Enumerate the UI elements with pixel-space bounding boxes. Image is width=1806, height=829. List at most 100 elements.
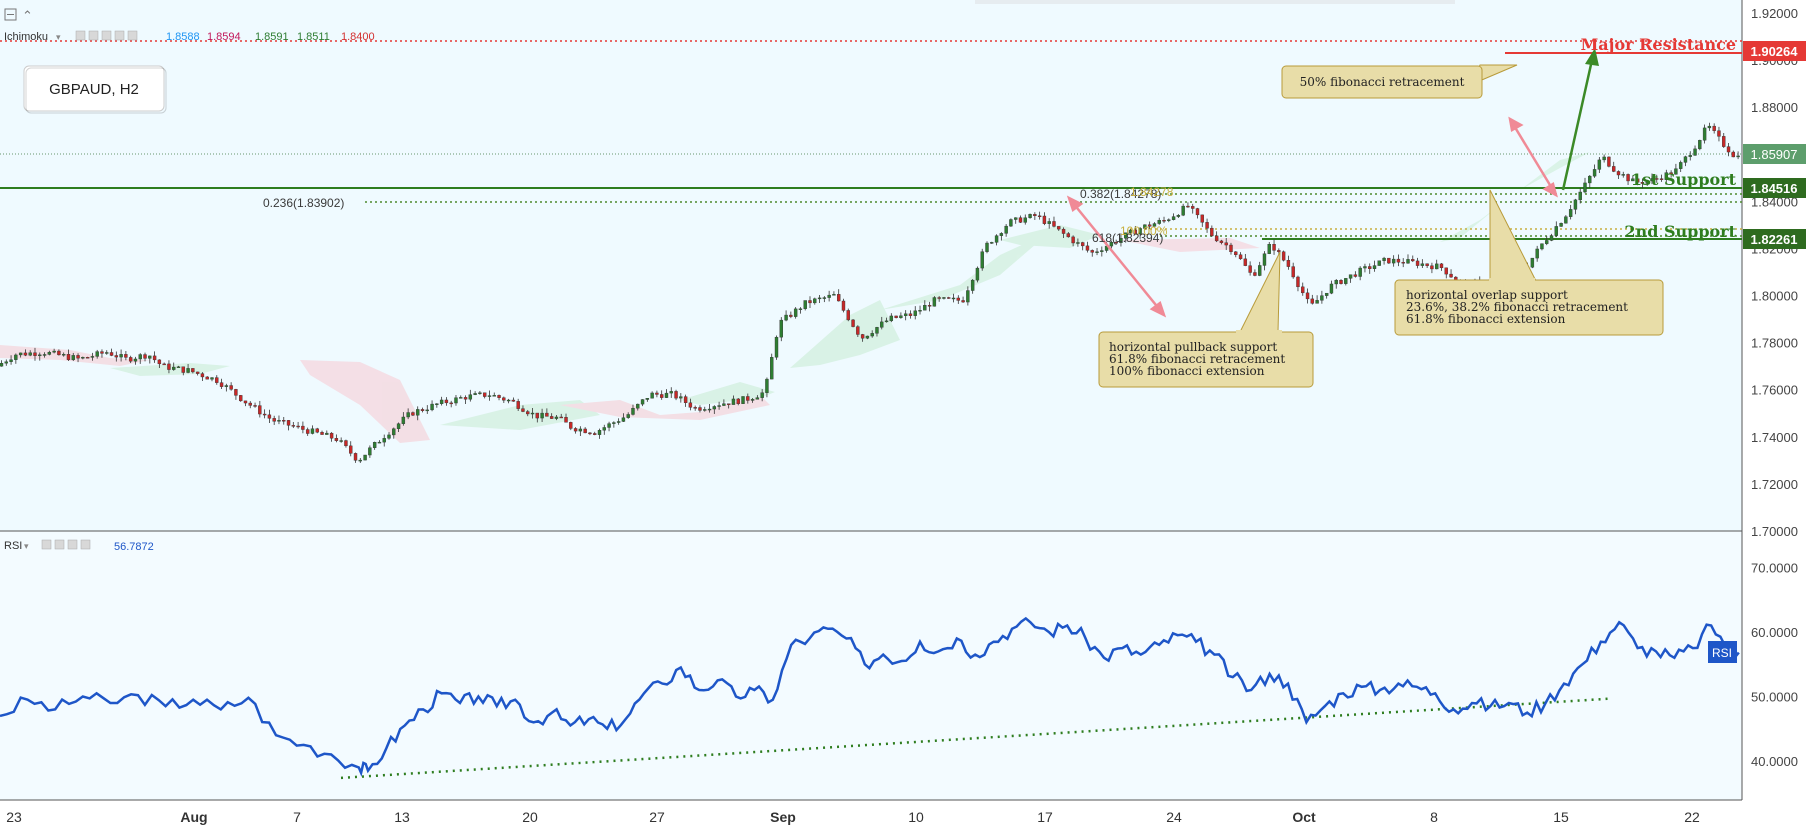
candle-body xyxy=(1449,273,1453,278)
candle-body xyxy=(392,428,396,436)
indicator-add-icon[interactable] xyxy=(114,30,125,41)
cloud-red-3 xyxy=(560,395,770,420)
candle-body xyxy=(1540,243,1544,250)
candle-body xyxy=(148,355,152,359)
rsi-visibility-icon[interactable] xyxy=(54,539,65,550)
candle-body xyxy=(1698,140,1702,150)
candle-body xyxy=(28,352,32,356)
candle-body xyxy=(1688,155,1692,157)
collapse-toggle[interactable] xyxy=(4,8,17,21)
candle-body xyxy=(526,411,530,415)
candle-body xyxy=(1377,260,1381,266)
candle-body xyxy=(1411,259,1415,262)
indicator-menu-icon[interactable]: ▾ xyxy=(56,32,61,42)
overlap-callout-line-3: 61.8% fibonacci extension xyxy=(1406,312,1566,326)
time-tick-label: 22 xyxy=(1684,809,1700,825)
candle-body xyxy=(1253,272,1257,276)
candle-body xyxy=(1415,260,1420,266)
candle-body xyxy=(573,428,578,432)
candle-body xyxy=(1033,214,1037,217)
candle-body xyxy=(1640,182,1645,184)
candle-body xyxy=(243,400,248,404)
candle-body xyxy=(497,395,501,398)
rsi-name[interactable]: RSI xyxy=(4,540,22,552)
candle-body xyxy=(784,314,788,321)
symbol-box[interactable]: GBPAUD, H2 xyxy=(23,65,167,114)
candle-body xyxy=(1674,168,1678,175)
collapse-arrow-icon[interactable]: ⌃ xyxy=(22,8,33,23)
rsi-remove-icon[interactable] xyxy=(80,539,91,550)
rsi-tick-label: 60.0000 xyxy=(1751,625,1798,640)
candle-body xyxy=(908,313,913,316)
candle-body xyxy=(1712,125,1716,131)
fib50-callout: 50% fibonacci retracement xyxy=(1281,64,1518,99)
candle-body xyxy=(339,440,343,442)
rsi-menu-icon[interactable]: ▾ xyxy=(24,541,29,551)
candle-body xyxy=(1358,267,1362,277)
candle-body xyxy=(1167,219,1171,221)
candle-body xyxy=(1722,136,1726,147)
candle-body xyxy=(578,428,583,432)
candle-body xyxy=(85,357,90,359)
candle-body xyxy=(583,428,587,434)
candle-body xyxy=(1286,260,1291,267)
candle-body xyxy=(502,397,506,401)
candle-body xyxy=(640,399,645,405)
candle-body xyxy=(325,432,329,435)
candle-body xyxy=(1635,178,1640,183)
candle-body xyxy=(396,423,401,429)
candle-body xyxy=(1650,178,1654,182)
projection-arrow xyxy=(1561,48,1599,191)
candle-body xyxy=(1363,266,1367,269)
candle-body xyxy=(382,438,386,443)
price-tick-label: 1.92000 xyxy=(1751,6,1798,21)
candle-body xyxy=(880,321,884,328)
candle-body xyxy=(444,399,449,404)
candle-body xyxy=(1535,248,1539,259)
time-axis[interactable]: 23 Aug 7 13 20 27 Sep 10 17 24 Oct 8 15 22 xyxy=(6,809,1700,825)
candle-body xyxy=(253,405,257,407)
candle-body xyxy=(1272,244,1276,251)
candle-body xyxy=(1621,174,1625,176)
indicator-name[interactable]: Ichimoku xyxy=(4,31,48,43)
candle-body xyxy=(616,421,621,423)
candle-body xyxy=(425,409,429,412)
time-tick-label: Aug xyxy=(180,809,207,825)
candle-body xyxy=(81,357,85,359)
candle-body xyxy=(320,431,324,435)
candle-body xyxy=(956,297,960,301)
candle-body xyxy=(549,416,554,419)
indicator-settings-icon[interactable] xyxy=(75,30,86,41)
time-tick-label: 20 xyxy=(522,809,538,825)
candle-body xyxy=(128,357,133,362)
price-candles xyxy=(0,122,1740,463)
candle-body xyxy=(679,396,683,399)
candle-body xyxy=(1592,169,1597,177)
rsi-settings-icon[interactable] xyxy=(41,539,52,550)
candle-body xyxy=(593,433,597,435)
indicator-visibility-icon[interactable] xyxy=(88,30,99,41)
candle-body xyxy=(760,392,764,398)
candle-body xyxy=(990,242,994,244)
candle-body xyxy=(105,352,109,354)
rsi-legend: RSI ▾ 56.7872 xyxy=(4,539,154,553)
candle-body xyxy=(210,377,214,380)
candle-body xyxy=(1095,251,1099,253)
pullback-callout-line-2: 61.8% fibonacci retracement xyxy=(1109,352,1285,366)
candle-body xyxy=(463,397,468,400)
indicator-format-icon[interactable] xyxy=(101,30,112,41)
candle-body xyxy=(482,392,487,397)
indicator-remove-icon[interactable] xyxy=(127,30,138,41)
rsi-format-icon[interactable] xyxy=(67,539,78,550)
candle-body xyxy=(1234,251,1238,255)
candle-body xyxy=(1181,205,1185,216)
candle-body xyxy=(1348,274,1353,279)
rsi-badge: RSI xyxy=(1708,641,1737,663)
candle-body xyxy=(248,402,252,406)
candle-body xyxy=(109,352,114,356)
candle-body xyxy=(435,403,439,405)
candle-body xyxy=(693,407,697,409)
rsi-axis[interactable]: 70.0000 60.0000 50.0000 40.0000 xyxy=(1751,561,1798,770)
candle-body xyxy=(1434,263,1439,270)
